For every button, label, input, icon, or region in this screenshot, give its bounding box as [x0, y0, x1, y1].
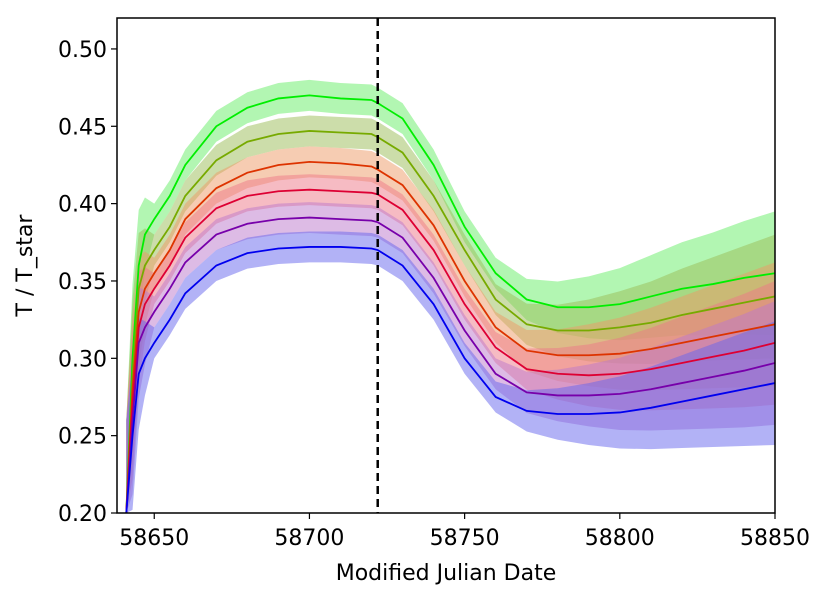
y-tick-label: 0.25	[58, 425, 107, 450]
x-axis-label: Modified Julian Date	[336, 561, 557, 586]
y-tick-label: 0.40	[58, 193, 107, 218]
x-tick-label: 58750	[430, 526, 500, 551]
plot-frame	[116, 17, 776, 514]
band-purple	[126, 202, 775, 513]
x-tick-label: 58850	[740, 526, 810, 551]
x-axis-ticks: 58650 58700 58750 58800 58850	[119, 513, 810, 551]
y-tick-label: 0.35	[58, 270, 107, 295]
y-axis-ticks: 0.20 0.25 0.30 0.35 0.40 0.45 0.50	[58, 38, 117, 527]
series-line-blue	[125, 246, 775, 513]
y-tick-label: 0.20	[58, 502, 107, 527]
x-tick-label: 58650	[119, 526, 189, 551]
band-blue	[126, 231, 775, 513]
band-crimson	[126, 174, 775, 513]
series-line-orange-red	[125, 160, 775, 513]
series-line-purple	[125, 216, 775, 513]
y-axis-label: T / T_star	[13, 214, 38, 318]
y-tick-label: 0.45	[58, 115, 107, 140]
x-tick-label: 58700	[274, 526, 344, 551]
y-tick-label: 0.50	[58, 38, 107, 63]
y-tick-label: 0.30	[58, 347, 107, 372]
confidence-bands	[126, 79, 775, 513]
x-tick-label: 58800	[585, 526, 655, 551]
